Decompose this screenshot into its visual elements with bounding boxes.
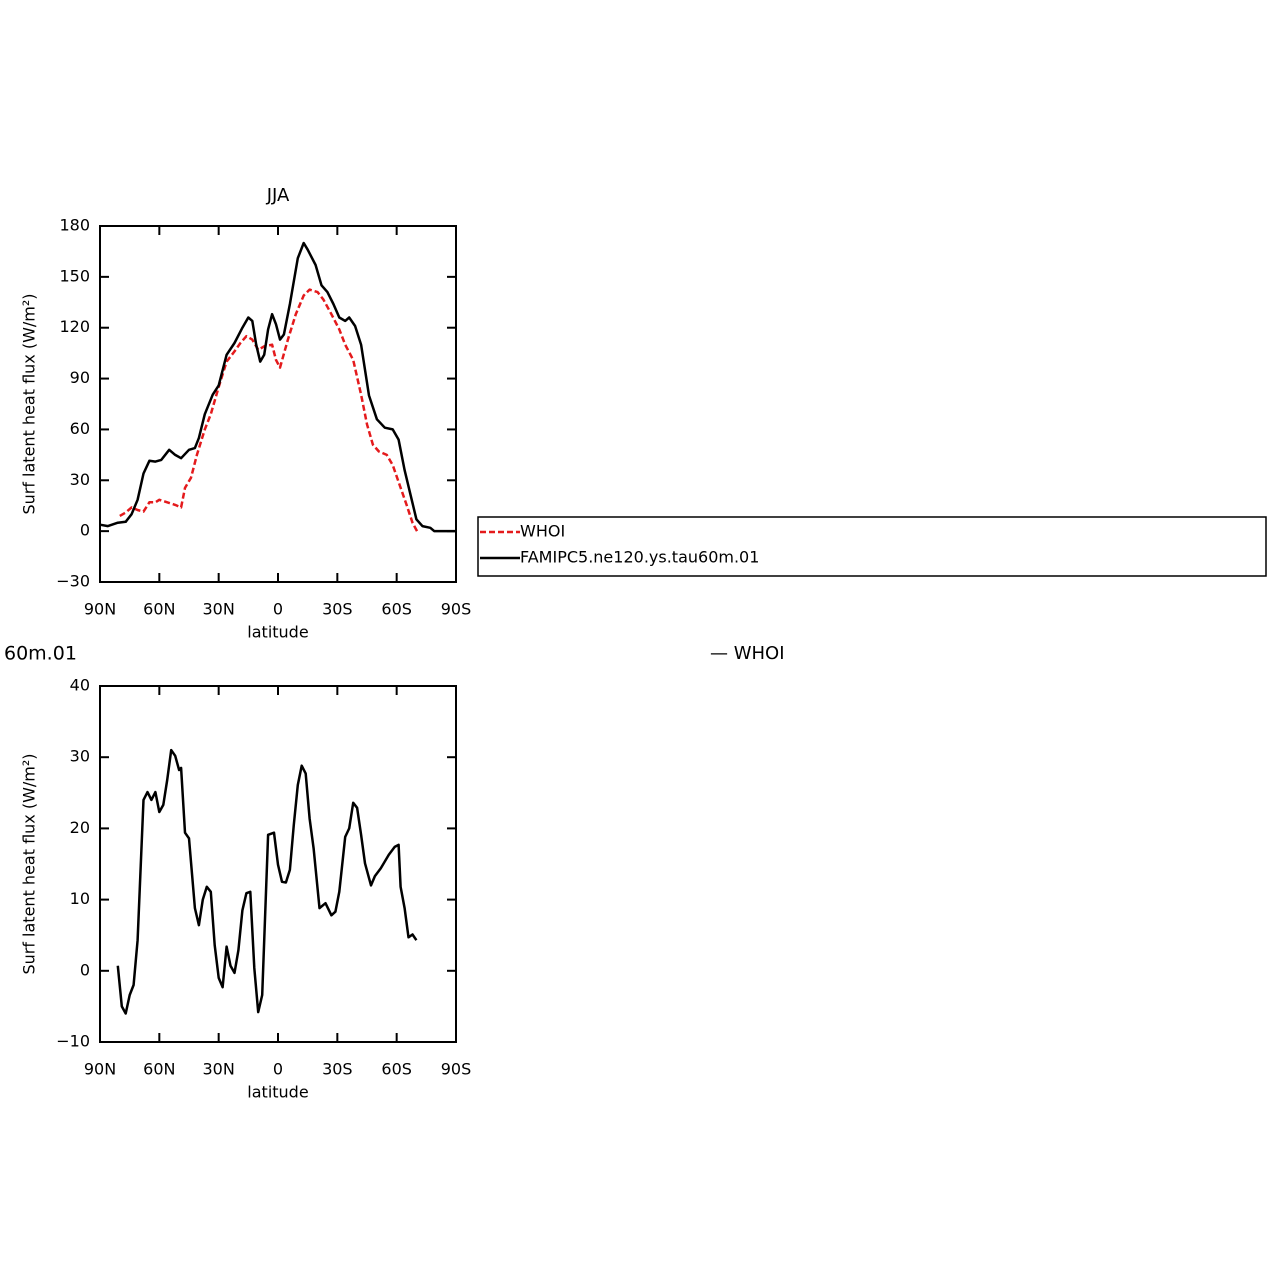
- x-tick-label: 30N: [203, 1060, 235, 1079]
- y-tick-label: 0: [80, 521, 90, 540]
- x-tick-label: 60N: [143, 1060, 175, 1079]
- x-tick-label: 30N: [203, 600, 235, 619]
- y-tick-label: −30: [56, 572, 90, 591]
- annotation: — WHOI: [710, 643, 785, 664]
- legend-label: FAMIPC5.ne120.ys.tau60m.01: [520, 548, 759, 567]
- legend-label: WHOI: [520, 522, 565, 541]
- y-tick-label: 40: [70, 676, 90, 695]
- x-tick-label: 60N: [143, 600, 175, 619]
- plot-frame: [99, 225, 457, 583]
- data-line: [116, 748, 418, 1015]
- y-tick-label: 30: [70, 470, 90, 489]
- y-tick-label: 10: [70, 889, 90, 908]
- y-tick-label: 90: [70, 368, 90, 387]
- x-tick-label: 30S: [322, 1060, 353, 1079]
- data-line: [99, 241, 456, 533]
- y-tick-label: 180: [59, 216, 90, 235]
- x-tick-label: 90S: [441, 600, 472, 619]
- y-axis-label: Surf latent heat flux (W/m²): [20, 293, 39, 514]
- y-tick-label: −10: [56, 1032, 90, 1051]
- x-tick-label: 0: [273, 600, 283, 619]
- y-tick-label: 60: [70, 419, 90, 438]
- x-axis-label: latitude: [247, 1083, 308, 1102]
- y-tick-label: 30: [70, 747, 90, 766]
- x-tick-label: 0: [273, 1060, 283, 1079]
- data-line: [119, 288, 420, 535]
- y-tick-label: 0: [80, 960, 90, 979]
- chart-title: 60m.01: [4, 643, 77, 665]
- chart-title: JJA: [266, 185, 290, 206]
- x-tick-label: 30S: [322, 600, 353, 619]
- legend-box: [477, 516, 1267, 577]
- x-tick-label: 90N: [84, 600, 116, 619]
- y-tick-label: 20: [70, 818, 90, 837]
- y-axis-label: Surf latent heat flux (W/m²): [20, 753, 39, 974]
- x-tick-label: 90S: [441, 1060, 472, 1079]
- x-axis-label: latitude: [247, 623, 308, 642]
- x-tick-label: 90N: [84, 1060, 116, 1079]
- plot-frame: [99, 685, 457, 1043]
- y-tick-label: 120: [59, 317, 90, 336]
- x-tick-label: 60S: [381, 600, 412, 619]
- x-tick-label: 60S: [381, 1060, 412, 1079]
- y-tick-label: 150: [59, 266, 90, 285]
